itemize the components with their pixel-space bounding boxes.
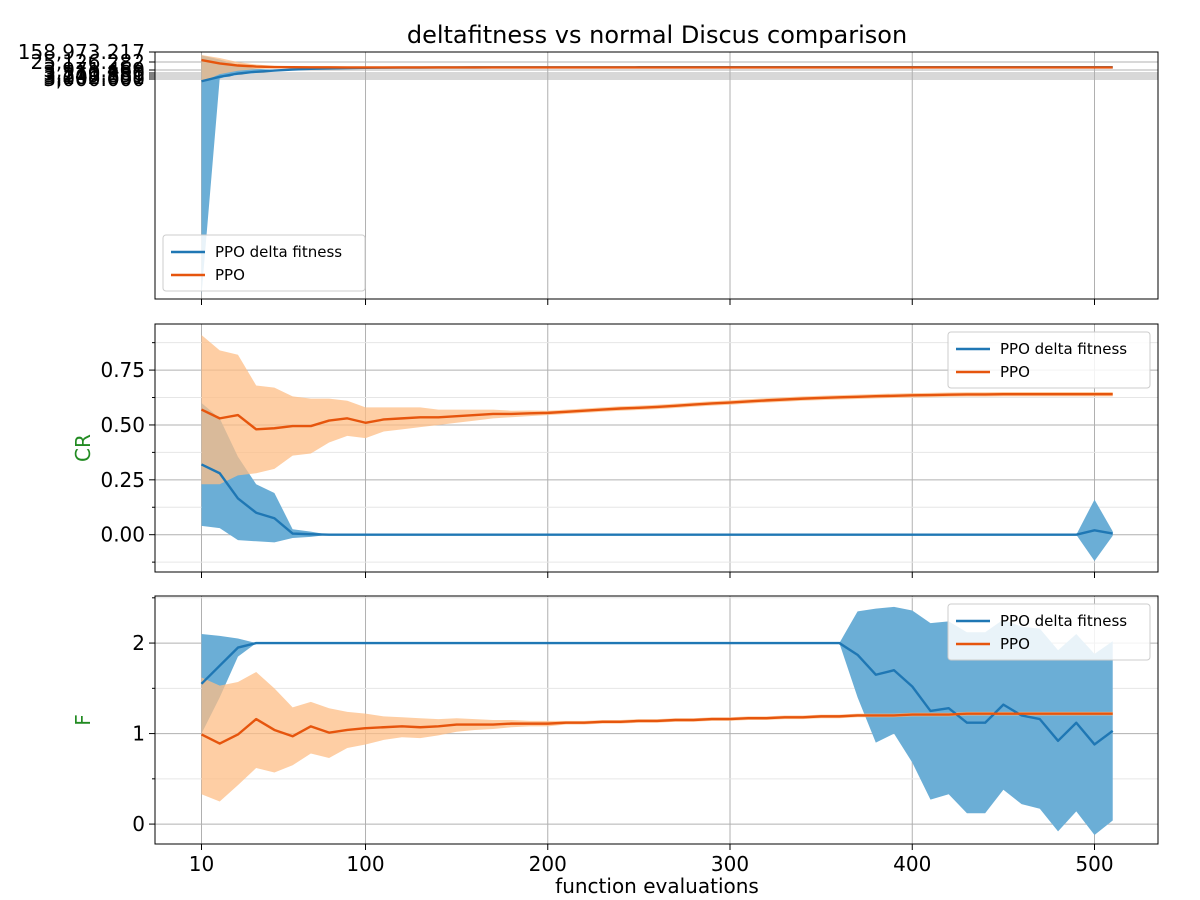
x-tick-label: 500: [1075, 852, 1113, 876]
y-tick-label: 3,000.000: [43, 67, 145, 91]
plot-area: [201, 55, 1113, 295]
y-tick-label: 25,126.282: [30, 50, 145, 74]
legend: PPO delta fitness PPO: [947, 603, 1151, 661]
y-tick-label: 0.75: [100, 358, 145, 382]
y-tick-label: 3,510.180: [43, 61, 145, 85]
legend-box: [947, 331, 1151, 389]
plot-area: [200, 334, 1113, 562]
x-tick-label: 400: [893, 852, 931, 876]
band-ppo: [201, 334, 1113, 485]
panel-frame: [154, 595, 1159, 845]
y-tick-label: 0: [132, 812, 145, 836]
panel-frame: [154, 323, 1159, 573]
y-tick-label: 2: [132, 631, 145, 655]
x-tick-label: 10: [189, 852, 214, 876]
chart-title: deltafitness vs normal Discus comparison: [407, 21, 907, 49]
band-ppo: [201, 672, 1113, 802]
panel-frame: [154, 51, 1159, 300]
legend-box: [162, 234, 366, 292]
x-tick-label: 100: [346, 852, 384, 876]
legend-label: PPO: [215, 266, 245, 284]
legend-box: [947, 603, 1151, 661]
y-tick-label: 1: [132, 722, 145, 746]
y-tick-label: 158,973.217: [18, 40, 145, 64]
y-tick-label: 0.25: [100, 468, 145, 492]
y-tick-label: 0.00: [100, 523, 145, 547]
band-ppo-delta-fitness: [201, 606, 1113, 835]
legend: PPO delta fitness PPO: [947, 331, 1151, 389]
y-axis-label: F: [71, 714, 95, 726]
legend-label: PPO: [1000, 363, 1030, 381]
y-axis-label: CR: [71, 434, 95, 462]
x-tick-label: 200: [529, 852, 567, 876]
legend-label: PPO delta fitness: [215, 243, 342, 261]
line-ppo: [200, 712, 1113, 745]
y-tick-label: 3,249.839: [43, 63, 145, 87]
line-ppo: [200, 393, 1113, 431]
legend-label: PPO delta fitness: [1000, 612, 1127, 630]
legend-label: PPO: [1000, 635, 1030, 653]
legend: PPO delta fitness PPO: [162, 234, 366, 292]
x-axis-label: function evaluations: [555, 874, 759, 898]
plot-area: [200, 606, 1114, 835]
line-ppo: [201, 58, 1113, 69]
line-ppo-delta-fitness: [200, 463, 1113, 536]
panel-fitness: 158,973.21725,126.2823,971.4693,510.1803…: [18, 40, 1159, 305]
y-tick-label: 3,102.881: [43, 65, 145, 89]
line-ppo-delta-fitness: [200, 641, 1114, 746]
panel-cr: 0.00 0.25 0.50 0.75 CR PPO delta fitness PPO: [71, 323, 1159, 578]
y-tick-label: 3,971.469: [43, 58, 145, 82]
x-tick-label: 300: [711, 852, 749, 876]
y-tick-label: 0.50: [100, 413, 145, 437]
legend-label: PPO delta fitness: [1000, 340, 1127, 358]
panels: 158,973.21725,126.2823,971.4693,510.1803…: [18, 40, 1159, 876]
